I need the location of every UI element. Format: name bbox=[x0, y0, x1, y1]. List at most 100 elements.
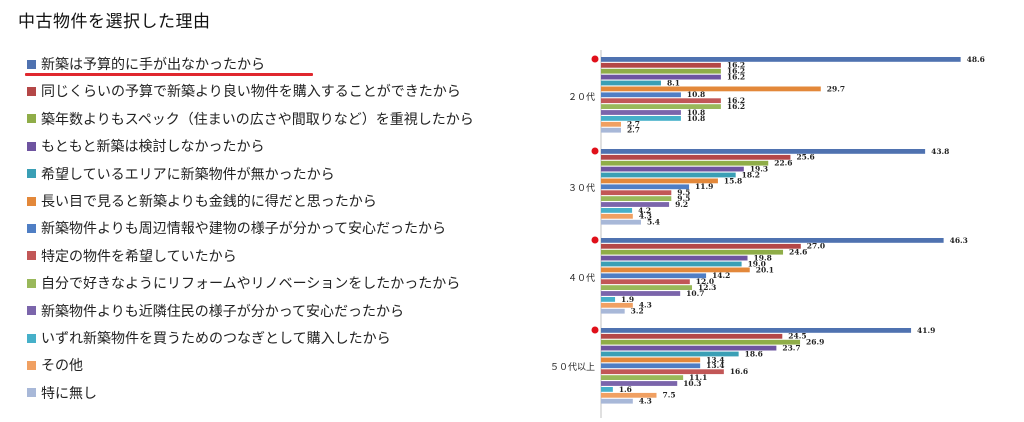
data-label: 16.2 bbox=[727, 61, 745, 70]
data-label: 23.7 bbox=[782, 344, 800, 353]
data-label: 16.6 bbox=[730, 367, 748, 376]
legend-swatch bbox=[27, 141, 36, 151]
data-label: 24.6 bbox=[789, 248, 807, 257]
bar bbox=[601, 387, 613, 392]
data-label: 18.2 bbox=[742, 170, 760, 179]
bar bbox=[601, 190, 672, 196]
data-label: 2.7 bbox=[627, 120, 640, 129]
bar bbox=[601, 363, 701, 369]
data-label: 16.2 bbox=[727, 73, 745, 82]
bar bbox=[601, 116, 681, 121]
data-label: 15.8 bbox=[724, 176, 742, 185]
legend-swatch bbox=[27, 114, 36, 124]
data-label: 5.4 bbox=[647, 218, 660, 227]
data-label: 1.6 bbox=[619, 385, 632, 394]
data-label: 2.7 bbox=[627, 126, 640, 135]
category-label: ２０代 bbox=[568, 92, 595, 103]
bar bbox=[601, 308, 625, 314]
legend-swatch bbox=[27, 196, 36, 206]
data-label: 10.7 bbox=[686, 289, 704, 298]
legend-item: 希望しているエリアに新築物件が無かったから bbox=[27, 164, 335, 184]
data-label: 9.5 bbox=[677, 194, 690, 203]
data-label: 11.1 bbox=[689, 373, 707, 382]
data-label: 4.2 bbox=[638, 206, 651, 215]
legend-item: 特定の物件を希望していたから bbox=[27, 246, 237, 266]
data-label: 27.0 bbox=[807, 242, 825, 251]
legend-item: 特に無し bbox=[27, 383, 97, 403]
data-label: 1.9 bbox=[621, 295, 634, 304]
bar bbox=[601, 273, 707, 279]
category-label: ５０代以上 bbox=[550, 362, 595, 373]
legend-item: もともと新築は検討しなかったから bbox=[27, 136, 264, 156]
data-label: 4.3 bbox=[639, 301, 652, 310]
bar bbox=[601, 208, 633, 213]
bar bbox=[601, 57, 961, 62]
category-label: ４０代 bbox=[568, 273, 595, 284]
data-label: 22.6 bbox=[774, 159, 792, 168]
legend-label: もともと新築は検討しなかったから bbox=[41, 139, 265, 156]
legend-item: 新築は予算的に手が出なかったから bbox=[27, 54, 265, 74]
data-label: 3.2 bbox=[631, 307, 644, 316]
data-label: 10.8 bbox=[687, 90, 705, 99]
bar bbox=[601, 339, 801, 345]
data-label: 9.2 bbox=[675, 200, 688, 209]
data-label: 12.0 bbox=[696, 277, 714, 286]
bar bbox=[601, 333, 783, 339]
data-label: 10.8 bbox=[687, 108, 705, 117]
data-label: 16.2 bbox=[727, 102, 745, 111]
legend-swatch bbox=[27, 333, 36, 343]
legend-item: 同じくらいの予算で新築より良い物件を購入することができたから bbox=[27, 81, 461, 101]
data-label: 13.4 bbox=[706, 355, 724, 364]
bar bbox=[601, 255, 748, 261]
bar bbox=[601, 80, 661, 86]
bar bbox=[601, 291, 681, 296]
category-label: ３０代 bbox=[568, 183, 595, 194]
bar bbox=[601, 196, 672, 201]
data-label: 10.8 bbox=[687, 114, 705, 123]
bar bbox=[601, 154, 791, 160]
bar bbox=[601, 392, 657, 398]
data-label: 26.9 bbox=[806, 338, 824, 347]
highlight-underline bbox=[25, 73, 313, 76]
legend-item: 長い目で見ると新築よりも金銭的に得だと思ったから bbox=[27, 191, 377, 211]
bar bbox=[601, 285, 693, 290]
highlight-marker bbox=[591, 236, 599, 244]
bar bbox=[601, 121, 621, 127]
bar bbox=[601, 369, 724, 375]
data-label: 25.6 bbox=[796, 153, 814, 162]
bar bbox=[601, 302, 633, 308]
bar bbox=[601, 104, 721, 109]
legend-swatch bbox=[27, 278, 36, 288]
legend-label: 自分で好きなようにリフォームやリノベーションをしたかったから bbox=[41, 276, 461, 293]
data-label: 19.3 bbox=[750, 165, 768, 174]
bar bbox=[601, 74, 721, 80]
legend-label: 希望しているエリアに新築物件が無かったから bbox=[41, 166, 335, 183]
data-label: 12.3 bbox=[698, 283, 716, 292]
bar bbox=[601, 178, 718, 184]
legend-label: いずれ新築物件を買うためのつなぎとして購入したから bbox=[41, 331, 391, 347]
page-title: 中古物件を選択した理由 bbox=[18, 12, 211, 32]
bar bbox=[601, 202, 670, 207]
data-label: 9.5 bbox=[677, 188, 690, 197]
legend-swatch bbox=[27, 360, 36, 370]
legend-item: いずれ新築物件を買うためのつなぎとして購入したから bbox=[27, 328, 391, 348]
legend-swatch bbox=[27, 169, 36, 179]
legend-label: 長い目で見ると新築よりも金銭的に得だと思ったから bbox=[41, 194, 377, 210]
legend-label: 特定の物件を希望していたから bbox=[41, 248, 237, 265]
data-label: 13.4 bbox=[706, 361, 724, 370]
bar bbox=[601, 62, 721, 68]
bar bbox=[601, 267, 750, 273]
data-label: 16.2 bbox=[727, 96, 745, 105]
legend-swatch bbox=[27, 388, 36, 398]
data-label: 48.6 bbox=[967, 55, 985, 64]
data-label: 11.9 bbox=[695, 182, 713, 191]
data-label: 10.3 bbox=[683, 379, 701, 388]
bar bbox=[601, 351, 739, 357]
bar bbox=[601, 184, 690, 190]
data-label: 7.5 bbox=[663, 391, 676, 400]
data-label: 19.8 bbox=[754, 254, 772, 263]
bar bbox=[601, 68, 721, 74]
bar bbox=[601, 219, 641, 225]
bar bbox=[601, 98, 721, 104]
